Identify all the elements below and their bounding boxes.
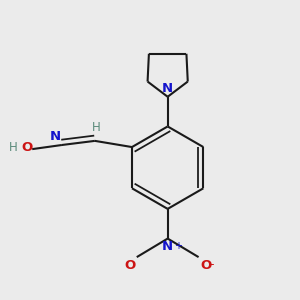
Text: N: N xyxy=(49,130,60,142)
Text: N: N xyxy=(162,240,173,253)
Text: +: + xyxy=(174,241,182,251)
Text: O: O xyxy=(200,259,211,272)
Text: O: O xyxy=(22,141,33,154)
Text: O: O xyxy=(124,259,135,272)
Text: N: N xyxy=(162,82,173,95)
Text: -: - xyxy=(210,258,214,271)
Text: H: H xyxy=(9,141,17,154)
Text: H: H xyxy=(92,121,101,134)
